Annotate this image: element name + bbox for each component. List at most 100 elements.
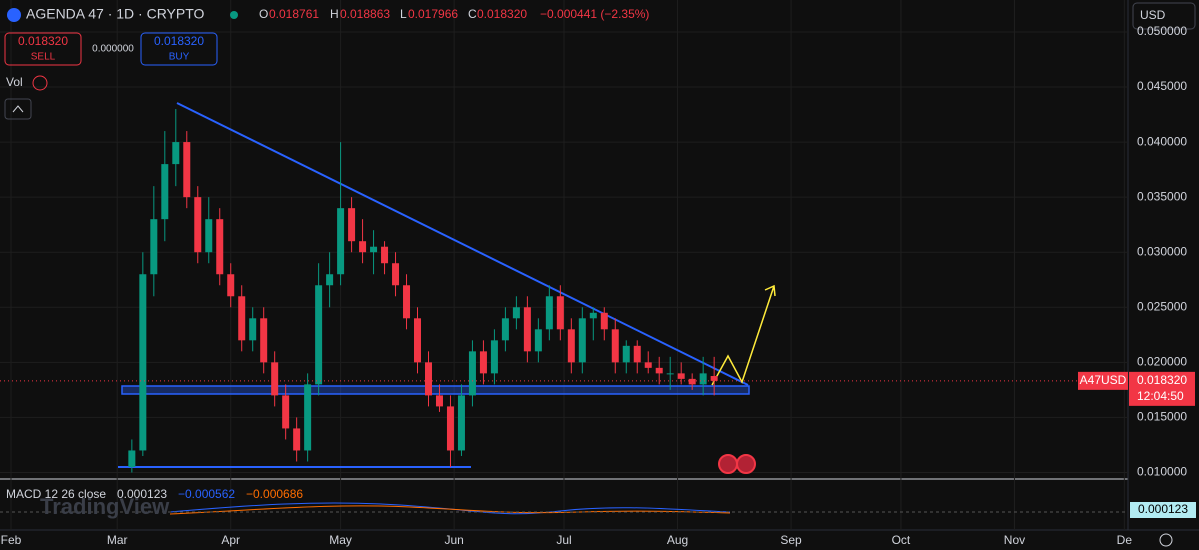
projection-arrow [711, 284, 776, 386]
candle-body [414, 318, 422, 363]
x-tick-label: Oct [892, 533, 911, 547]
candles [128, 109, 718, 473]
candle-body [381, 246, 389, 264]
ohlc-value: 0.018863 [340, 7, 390, 21]
y-tick-label: 0.015000 [1137, 410, 1187, 424]
candle-body [348, 208, 356, 242]
ohlc-label: O [259, 7, 268, 21]
candle-body [326, 274, 334, 286]
ohlc-label: L [400, 7, 407, 21]
warning-icon[interactable] [32, 75, 48, 91]
candle-body [611, 329, 619, 363]
candle-body [370, 246, 378, 253]
candle-body [282, 395, 290, 429]
macd-value: −0.000686 [246, 487, 303, 501]
collapse-button[interactable] [4, 98, 32, 120]
y-tick-label: 0.025000 [1137, 299, 1187, 313]
candle-body [523, 307, 531, 352]
symbol-icon [7, 8, 21, 22]
candle-body [534, 329, 542, 352]
ohlc-label: C [468, 7, 477, 21]
candle-body [172, 142, 180, 165]
candle-body [567, 329, 575, 363]
x-tick-label: Apr [221, 533, 240, 547]
candle-body [457, 395, 465, 451]
candle-body [655, 367, 663, 374]
y-tick-label: 0.040000 [1137, 134, 1187, 148]
event-icon[interactable] [718, 454, 738, 474]
sell-price: 0.018320 [18, 34, 68, 48]
event-icon[interactable] [736, 454, 756, 474]
candle-body [359, 241, 367, 253]
settings-icon[interactable] [1159, 533, 1173, 547]
change: −0.000441 (−2.35%) [540, 7, 649, 21]
spread: 0.000000 [92, 44, 134, 55]
candle-body [677, 373, 685, 379]
currency-select[interactable] [1132, 2, 1196, 30]
candle-body [644, 362, 652, 368]
candle-body [271, 362, 279, 396]
candle-body [633, 345, 641, 363]
candle-body [600, 312, 608, 330]
candle-body [139, 274, 147, 451]
ohlc-value: 0.018320 [477, 7, 527, 21]
candle-body [435, 395, 443, 407]
ohlc-value: 0.018761 [269, 7, 319, 21]
candle-body [238, 296, 246, 341]
candle-body [128, 450, 136, 467]
candle-body [578, 318, 586, 363]
candle-body [479, 351, 487, 374]
candle-body [688, 378, 696, 385]
candle-body [293, 428, 301, 451]
y-tick-label: 0.050000 [1137, 24, 1187, 38]
candle-body [446, 406, 454, 451]
candle-body [424, 362, 432, 396]
x-tick-label: Mar [107, 533, 128, 547]
price-tag [1129, 371, 1195, 406]
buy-label: BUY [169, 52, 190, 63]
candle-body [622, 345, 630, 363]
candle-body [304, 384, 312, 451]
sell-button[interactable] [4, 32, 82, 66]
sell-label: SELL [31, 52, 56, 63]
symbol-title[interactable]: AGENDA 47 · 1D · CRYPTO [26, 6, 205, 22]
chevron [12, 105, 24, 113]
y-tick-label: 0.030000 [1137, 244, 1187, 258]
candle-body [501, 318, 509, 341]
macd-title: MACD 12 26 close [6, 487, 106, 501]
candle-body [249, 318, 257, 341]
candle-body [150, 219, 158, 275]
candle-body [337, 208, 345, 275]
macd-value: −0.000562 [178, 487, 235, 501]
y-tick-label: 0.020000 [1137, 355, 1187, 369]
price-tag-text: 0.018320 [1137, 373, 1187, 387]
candle-body [260, 318, 268, 363]
candle-body [512, 307, 520, 319]
watermark: TradingView [40, 494, 170, 519]
candle-body [699, 373, 707, 385]
ohlc-label: H [330, 7, 339, 21]
buy-button[interactable] [140, 32, 218, 66]
candle-body [710, 376, 718, 381]
candle-body [315, 285, 323, 385]
symbol-tag [1078, 371, 1128, 390]
candle-body [403, 285, 411, 319]
x-tick-label: Aug [667, 533, 688, 547]
x-tick-label: Jun [444, 533, 463, 547]
buy-price: 0.018320 [154, 34, 204, 48]
symbol-tag-text: A47USD [1080, 373, 1127, 387]
candle-body [545, 296, 553, 330]
x-tick-label: Jul [556, 533, 571, 547]
x-tick-label: De [1117, 533, 1133, 547]
currency: USD [1140, 8, 1166, 22]
candle-body [183, 142, 191, 198]
trend-line [176, 102, 749, 386]
ohlc-value: 0.017966 [408, 7, 458, 21]
x-tick-label: Sep [780, 533, 802, 547]
y-tick-label: 0.045000 [1137, 79, 1187, 93]
candle-body [666, 373, 674, 375]
vol-label: Vol [6, 75, 23, 89]
